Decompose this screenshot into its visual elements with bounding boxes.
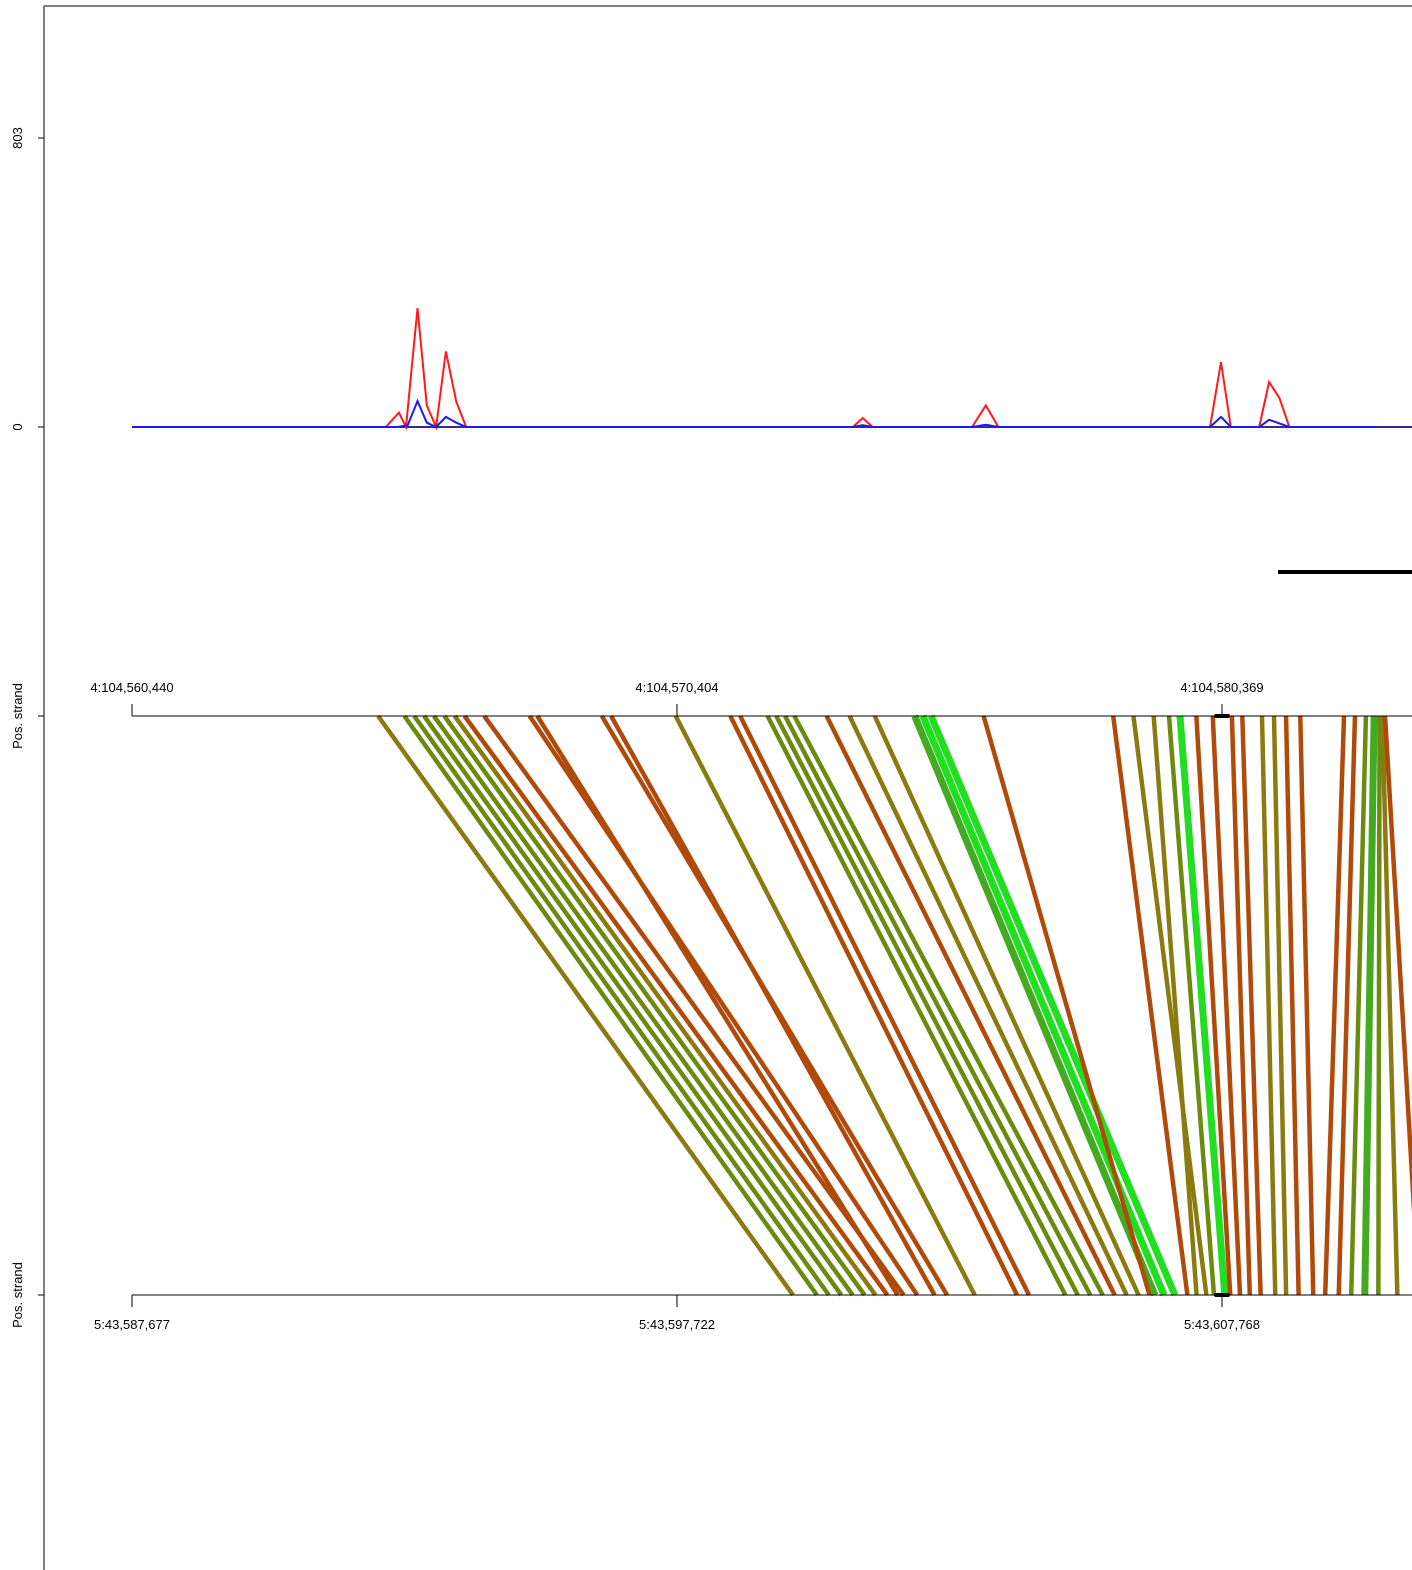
link-3 <box>422 714 844 1297</box>
signal-series-0 <box>132 308 1377 431</box>
link-39 <box>1298 715 1316 1296</box>
link-34 <box>1229 715 1253 1296</box>
link-33 <box>1210 715 1243 1296</box>
link-42 <box>1348 715 1369 1296</box>
link-31 <box>1176 715 1229 1296</box>
link-46 <box>1382 715 1412 1214</box>
bottom-axis-ticks: 5:43,587,677 5:43,597,722 5:43,607,768 <box>94 1295 1260 1332</box>
link-17 <box>774 714 1080 1297</box>
link-26 <box>981 715 1152 1296</box>
link-35 <box>1240 715 1263 1296</box>
bottom-genome-axis: Pos. strand 5:43,587,677 5:43,597,722 5:43… <box>10 1262 1412 1332</box>
highlight-markers <box>1214 714 1230 1297</box>
link-7 <box>462 714 890 1297</box>
link-6 <box>452 714 878 1297</box>
signal-track: 0 803 <box>10 127 1412 431</box>
link-19 <box>792 714 1105 1297</box>
link-9 <box>527 714 920 1297</box>
top-genome-axis: Pos. strand 4:104,560,440 4:104,570,404 4:… <box>10 680 1412 749</box>
link-40 <box>1322 715 1347 1296</box>
link-4 <box>432 714 855 1297</box>
top-axis-tick-label-1: 4:104,570,404 <box>635 680 718 695</box>
link-5 <box>442 714 867 1297</box>
link-44 <box>1376 715 1382 1296</box>
link-20 <box>824 714 1117 1297</box>
link-14 <box>728 715 1020 1296</box>
link-41 <box>1336 715 1358 1296</box>
link-30 <box>1166 715 1217 1296</box>
link-22 <box>872 715 1141 1296</box>
link-13 <box>673 714 977 1297</box>
link-29 <box>1151 715 1199 1296</box>
bottom-strand-label: Pos. strand <box>10 1262 25 1328</box>
link-43 <box>1361 715 1378 1296</box>
bottom-axis-tick-label-2: 5:43,607,768 <box>1184 1317 1260 1332</box>
link-27 <box>1110 715 1190 1296</box>
link-18 <box>783 714 1093 1297</box>
bottom-axis-tick-label-0: 5:43,587,677 <box>94 1317 170 1332</box>
y-tick-label-803: 803 <box>10 127 25 149</box>
link-21 <box>847 715 1129 1296</box>
link-8 <box>482 714 906 1297</box>
top-strand-label: Pos. strand <box>10 683 25 749</box>
link-2 <box>412 714 831 1297</box>
link-10 <box>535 714 900 1297</box>
link-32 <box>1194 715 1233 1296</box>
link-37 <box>1271 715 1289 1296</box>
link-16 <box>765 714 1068 1297</box>
link-12 <box>609 714 937 1297</box>
top-axis-ticks: 4:104,560,440 4:104,570,404 4:104,580,369 <box>90 680 1264 716</box>
synteny-links <box>376 714 1412 1297</box>
link-28 <box>1131 715 1209 1296</box>
link-0 <box>376 714 795 1297</box>
link-15 <box>738 714 1031 1297</box>
bottom-axis-tick-label-1: 5:43,597,722 <box>639 1317 715 1332</box>
link-23 <box>911 714 1159 1297</box>
link-36 <box>1259 715 1278 1296</box>
link-25 <box>927 714 1179 1297</box>
signal-lines <box>132 308 1412 431</box>
link-45 <box>1380 715 1400 1296</box>
link-1 <box>402 714 819 1297</box>
top-axis-tick-label-0: 4:104,560,440 <box>90 680 173 695</box>
signal-series-1 <box>132 398 1377 429</box>
top-axis-tick-label-2: 4:104,580,369 <box>1180 680 1263 695</box>
y-tick-label-0: 0 <box>10 423 25 430</box>
link-38 <box>1283 715 1301 1296</box>
